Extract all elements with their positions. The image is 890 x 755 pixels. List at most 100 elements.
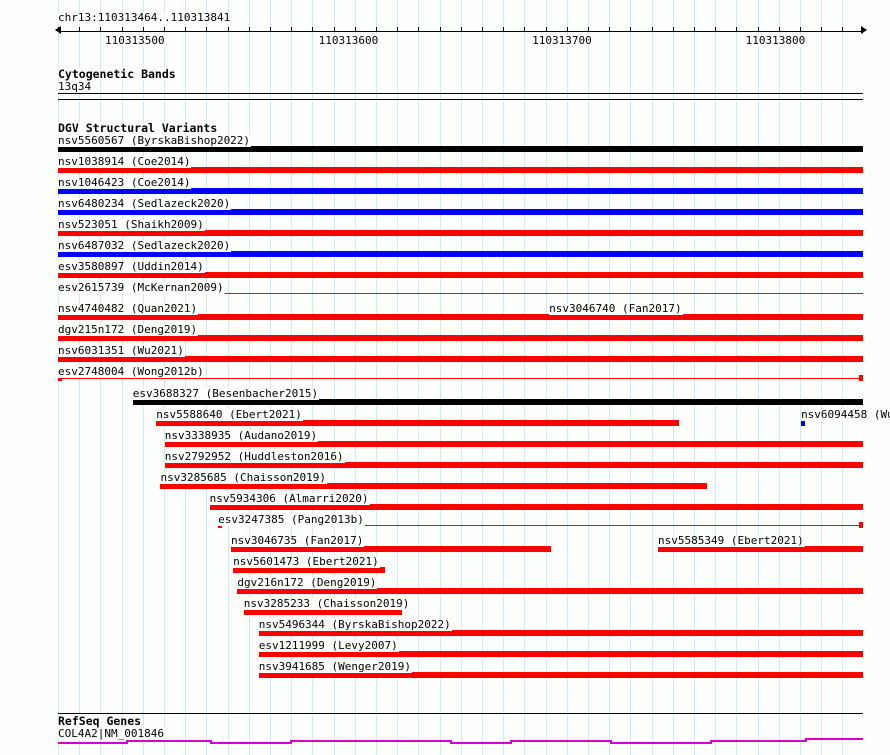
- feature-bar[interactable]: [58, 335, 863, 341]
- feature-bar[interactable]: [58, 378, 863, 379]
- gridline: [291, 0, 292, 755]
- feature-label[interactable]: nsv5588640 (Ebert2021): [156, 408, 303, 421]
- feature-label[interactable]: nsv5601473 (Ebert2021): [233, 555, 380, 568]
- ruler-tick: [503, 27, 504, 32]
- gridline: [524, 0, 525, 755]
- feature-label[interactable]: dgv216n172 (Deng2019): [237, 576, 378, 589]
- feature-label[interactable]: nsv3338935 (Audano2019): [164, 429, 319, 442]
- feature-endpoint-marker[interactable]: [58, 375, 62, 381]
- ruler-tick: [736, 27, 737, 32]
- gridline: [270, 0, 271, 755]
- feature-label[interactable]: dgv215n172 (Deng2019): [58, 323, 199, 336]
- gene-segment[interactable]: [805, 738, 863, 740]
- feature-bar[interactable]: [160, 483, 708, 489]
- feature-bar[interactable]: [243, 609, 402, 615]
- feature-bar[interactable]: [58, 209, 863, 215]
- feature-label[interactable]: esv3247385 (Pang2013b): [218, 513, 365, 526]
- feature-bar[interactable]: [58, 167, 863, 173]
- gene-segment[interactable]: [710, 740, 805, 742]
- feature-bar[interactable]: [132, 399, 863, 405]
- feature-label[interactable]: nsv523051 (Shaikh2009): [58, 218, 205, 231]
- feature-endpoint-marker[interactable]: [859, 522, 863, 528]
- feature-label[interactable]: nsv1038914 (Coe2014): [58, 155, 192, 168]
- feature-label[interactable]: esv3580897 (Uddin2014): [58, 260, 205, 273]
- ruler-tick: [800, 27, 801, 32]
- feature-bar[interactable]: [164, 441, 863, 447]
- ruler-tick: [609, 27, 610, 32]
- ruler-tick: [842, 27, 843, 32]
- ruler-tick: [376, 27, 377, 32]
- feature-bar[interactable]: [156, 420, 680, 426]
- feature-label[interactable]: nsv3285233 (Chaisson2019): [243, 597, 411, 610]
- right-arrow-icon[interactable]: [861, 26, 867, 34]
- feature-label[interactable]: 13q34: [58, 80, 93, 93]
- feature-bar[interactable]: [237, 588, 863, 594]
- gene-step-connector: [805, 738, 807, 742]
- feature-bar[interactable]: [58, 188, 863, 194]
- gene-segment[interactable]: [58, 742, 126, 744]
- gene-segment[interactable]: [290, 740, 450, 742]
- feature-label[interactable]: nsv5585349 (Ebert2021): [658, 534, 805, 547]
- feature-bar[interactable]: [233, 567, 385, 573]
- ruler-tick: [418, 27, 419, 32]
- feature-label[interactable]: nsv1046423 (Coe2014): [58, 176, 192, 189]
- feature-bar[interactable]: [58, 356, 863, 362]
- gridline: [567, 0, 568, 755]
- feature-label[interactable]: nsv3941685 (Wenger2019): [258, 660, 413, 673]
- ruler-tick: [249, 27, 250, 32]
- gridline: [546, 0, 547, 755]
- gene-segment[interactable]: [510, 740, 610, 742]
- feature-bar[interactable]: [58, 272, 863, 278]
- feature-label[interactable]: esv1211999 (Levy2007): [258, 639, 399, 652]
- feature-label[interactable]: nsv6487032 (Sedlazeck2020): [58, 239, 232, 252]
- gridline: [503, 0, 504, 755]
- feature-endpoint-marker[interactable]: [859, 375, 863, 381]
- feature-bar[interactable]: [164, 462, 863, 468]
- feature-label[interactable]: nsv5934306 (Almarri2020): [209, 492, 370, 505]
- ruler-tick: [397, 27, 398, 32]
- ruler-tick: [312, 27, 313, 32]
- ruler-tick: [122, 27, 123, 32]
- feature-label[interactable]: nsv5560567 (ByrskaBishop2022): [58, 134, 252, 147]
- gene-step-connector: [290, 740, 292, 744]
- feature-bar[interactable]: [58, 230, 863, 236]
- feature-label[interactable]: nsv6094458 (Wu2021): [801, 409, 890, 421]
- feature-label[interactable]: nsv3046740 (Fan2017): [549, 302, 683, 315]
- feature-bar[interactable]: [549, 314, 863, 320]
- feature-label[interactable]: COL4A2|NM_001846: [58, 727, 165, 740]
- feature-label[interactable]: nsv4740482 (Quan2021): [58, 302, 199, 315]
- ruler-tick: [461, 27, 462, 32]
- gene-segment[interactable]: [450, 742, 510, 744]
- feature-bar[interactable]: [209, 504, 863, 510]
- feature-bar[interactable]: [258, 651, 863, 657]
- feature-label[interactable]: esv3688327 (Besenbacher2015): [132, 387, 320, 400]
- feature-bar[interactable]: [801, 420, 806, 426]
- feature-label[interactable]: esv2748004 (Wong2012b): [58, 365, 205, 378]
- feature-label[interactable]: nsv5496344 (ByrskaBishop2022): [258, 618, 452, 631]
- gridline: [588, 0, 589, 755]
- feature-bar[interactable]: [58, 293, 863, 294]
- feature-label[interactable]: nsv2792952 (Huddleston2016): [164, 450, 345, 463]
- feature-label[interactable]: nsv3046735 (Fan2017): [230, 534, 365, 547]
- feature-bar[interactable]: [218, 525, 863, 526]
- gene-segment[interactable]: [126, 740, 210, 742]
- locus-label: chr13:110313464..110313841: [58, 11, 233, 24]
- gene-segment[interactable]: [210, 742, 290, 744]
- ruler-tick: [694, 27, 695, 32]
- feature-label[interactable]: nsv3285685 (Chaisson2019): [160, 471, 328, 484]
- feature-bar[interactable]: [58, 146, 863, 152]
- feature-bar[interactable]: [658, 546, 863, 552]
- gene-segment[interactable]: [610, 742, 710, 744]
- gridline: [800, 0, 801, 755]
- feature-label[interactable]: esv2615739 (McKernan2009): [58, 281, 225, 294]
- feature-bar[interactable]: [258, 672, 863, 678]
- feature-bar[interactable]: [230, 546, 552, 552]
- feature-label[interactable]: nsv6480234 (Sedlazeck2020): [58, 197, 232, 210]
- ruler-tick: [588, 27, 589, 32]
- feature-bar[interactable]: [258, 630, 863, 636]
- feature-label[interactable]: nsv6031351 (Wu2021): [58, 344, 185, 357]
- feature-bar[interactable]: [58, 314, 863, 320]
- feature-bar[interactable]: [58, 251, 863, 257]
- ruler-tick: [79, 27, 80, 32]
- gridline: [736, 0, 737, 755]
